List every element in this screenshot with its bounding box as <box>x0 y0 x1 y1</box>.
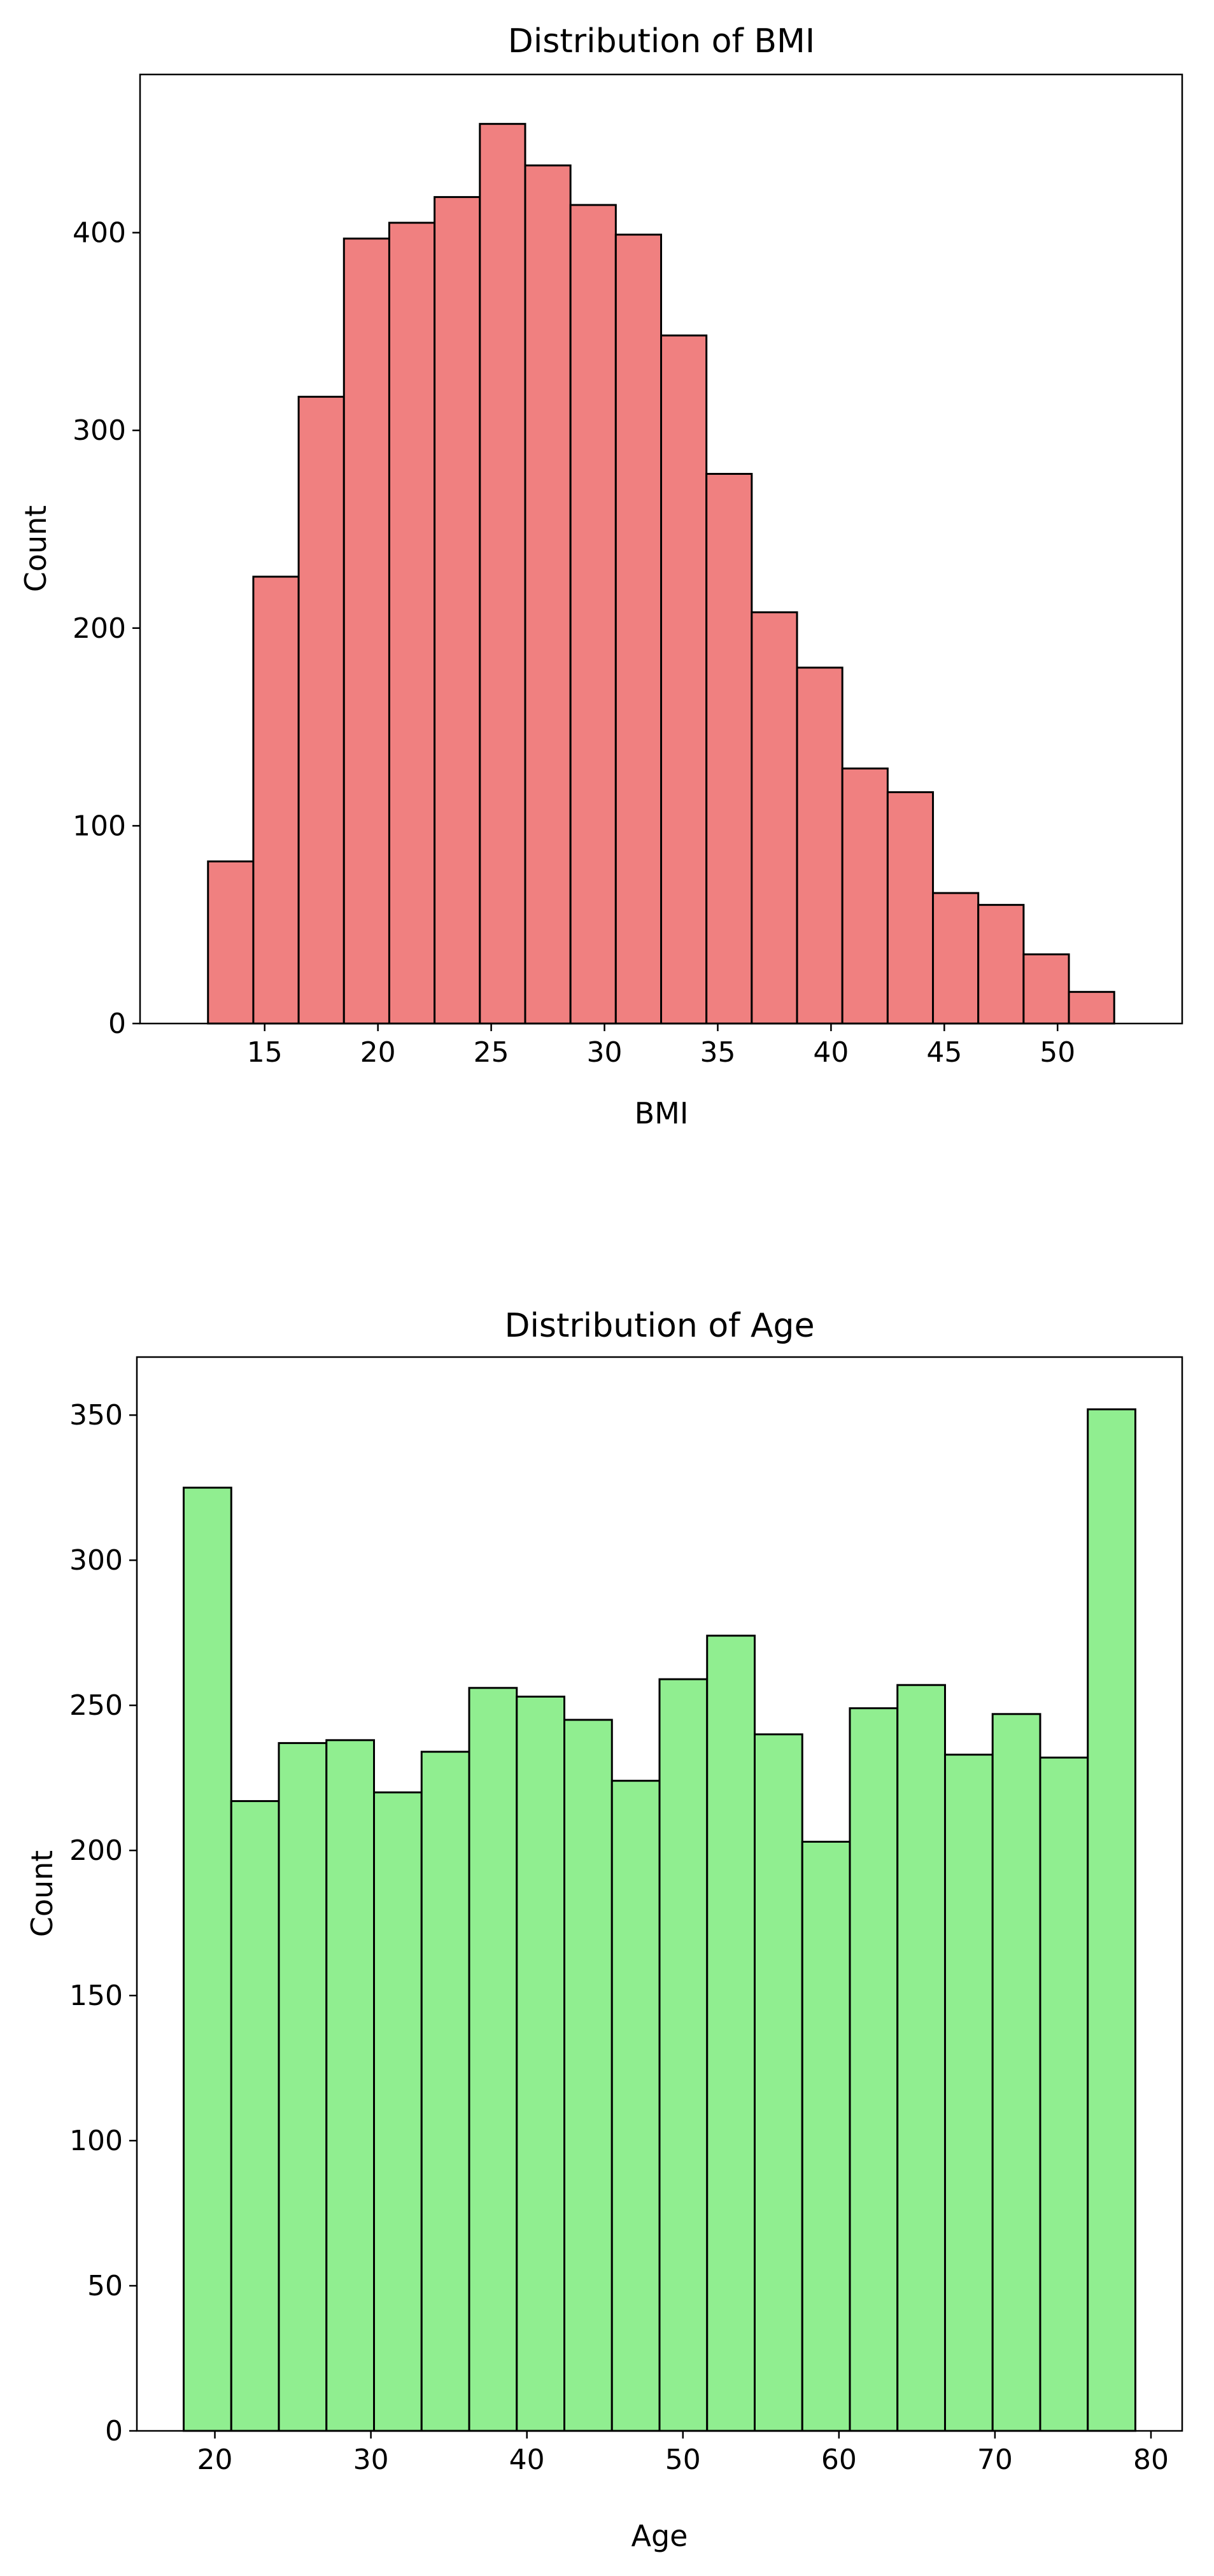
y-tick-label: 300 <box>69 1544 123 1577</box>
histogram-bar <box>801 1840 851 2432</box>
bar-group <box>183 1408 1136 2432</box>
histogram-bar <box>207 860 255 1025</box>
x-tick-label: 45 <box>926 1036 962 1069</box>
x-axis-label: BMI <box>635 1096 689 1130</box>
age-histogram-chart: Distribution of Age 20 30 40 50 60 70 80 0 50 10… <box>25 1307 1183 2553</box>
histogram-bar <box>420 1750 470 2432</box>
x-tick-label: 35 <box>700 1036 735 1069</box>
histogram-bar <box>230 1800 280 2432</box>
histogram-bar <box>796 666 843 1025</box>
histogram-bar <box>252 575 300 1025</box>
histogram-bar <box>991 1713 1041 2432</box>
histogram-bar <box>516 1695 566 2432</box>
histogram-bar <box>896 1684 946 2432</box>
histogram-bar <box>705 472 753 1025</box>
histogram-bar <box>943 1754 994 2432</box>
y-tick-label: 300 <box>73 414 126 447</box>
histogram-bar <box>278 1742 328 2432</box>
y-tick-label: 100 <box>73 810 126 842</box>
y-tick-label: 0 <box>105 2415 123 2447</box>
x-axis-ticks: 15 20 25 30 35 40 45 50 <box>247 1024 1075 1069</box>
y-tick-label: 200 <box>73 612 126 645</box>
histogram-bar <box>658 1678 709 2432</box>
y-tick-label: 400 <box>73 217 126 250</box>
histogram-bar <box>479 123 526 1025</box>
x-tick-label: 60 <box>821 2444 857 2476</box>
bmi-histogram-chart: Distribution of BMI 15 20 25 30 35 40 45 50 0 10… <box>18 22 1183 1130</box>
x-tick-label: 70 <box>977 2444 1013 2476</box>
y-tick-label: 0 <box>108 1008 126 1040</box>
y-axis-ticks: 0 50 100 150 200 250 300 350 <box>69 1399 137 2447</box>
histogram-bar <box>1068 990 1115 1025</box>
y-tick-label: 350 <box>69 1399 123 1432</box>
histogram-bar <box>373 1791 423 2432</box>
histogram-bar <box>183 1486 232 2432</box>
histogram-bar <box>660 334 708 1025</box>
y-axis-label: Count <box>25 1850 59 1938</box>
histogram-bar <box>325 1739 376 2432</box>
x-tick-label: 50 <box>665 2444 701 2476</box>
x-tick-label: 30 <box>587 1036 623 1069</box>
histogram-bar <box>841 767 889 1025</box>
histogram-bar <box>563 1719 613 2432</box>
histogram-bar <box>706 1635 756 2432</box>
plot-frame <box>139 73 1183 1025</box>
y-tick-label: 50 <box>87 2270 123 2302</box>
x-tick-label: 15 <box>247 1036 283 1069</box>
plot-frame <box>136 1356 1183 2432</box>
histogram-bar <box>753 1733 803 2432</box>
y-axis-ticks: 0 100 200 300 400 <box>73 217 140 1040</box>
y-axis-label: Count <box>18 505 53 593</box>
histogram-bar <box>849 1707 899 2432</box>
y-tick-label: 150 <box>69 1980 123 2012</box>
histogram-bar <box>611 1780 661 2432</box>
y-tick-label: 200 <box>69 1834 123 1867</box>
chart-title: Distribution of BMI <box>508 22 815 60</box>
x-axis-label: Age <box>632 2519 688 2553</box>
histogram-bar <box>1087 1408 1136 2432</box>
x-tick-label: 25 <box>474 1036 509 1069</box>
x-tick-label: 20 <box>360 1036 396 1069</box>
histogram-bar <box>751 611 798 1025</box>
y-tick-label: 250 <box>69 1689 123 1722</box>
histogram-bar <box>977 904 1025 1025</box>
x-tick-label: 40 <box>509 2444 545 2476</box>
histogram-bar <box>468 1687 518 2432</box>
histogram-bar <box>1022 953 1070 1025</box>
histogram-bar <box>524 164 572 1025</box>
histogram-bar <box>1039 1756 1089 2432</box>
histogram-bar <box>297 395 345 1025</box>
histogram-bar <box>342 237 390 1025</box>
histogram-bar <box>614 234 663 1025</box>
histogram-bar <box>388 222 436 1025</box>
histogram-bar <box>434 196 481 1025</box>
chart-title: Distribution of Age <box>504 1307 814 1345</box>
histogram-bar <box>886 791 935 1025</box>
bmi-histogram-panel: Distribution of BMI 15 20 25 30 35 40 45 50 0 10… <box>0 0 1214 1146</box>
x-tick-label: 80 <box>1133 2444 1169 2476</box>
histogram-bar <box>932 892 980 1025</box>
x-tick-label: 50 <box>1040 1036 1075 1069</box>
bar-group <box>207 123 1115 1025</box>
x-tick-label: 30 <box>353 2444 389 2476</box>
histogram-bar <box>569 204 617 1025</box>
age-histogram-panel: Distribution of Age 20 30 40 50 60 70 80 0 50 10… <box>0 1286 1214 2576</box>
x-axis-ticks: 20 30 40 50 60 70 80 <box>197 2431 1169 2476</box>
x-tick-label: 40 <box>813 1036 849 1069</box>
x-tick-label: 20 <box>197 2444 233 2476</box>
y-tick-label: 100 <box>69 2125 123 2157</box>
